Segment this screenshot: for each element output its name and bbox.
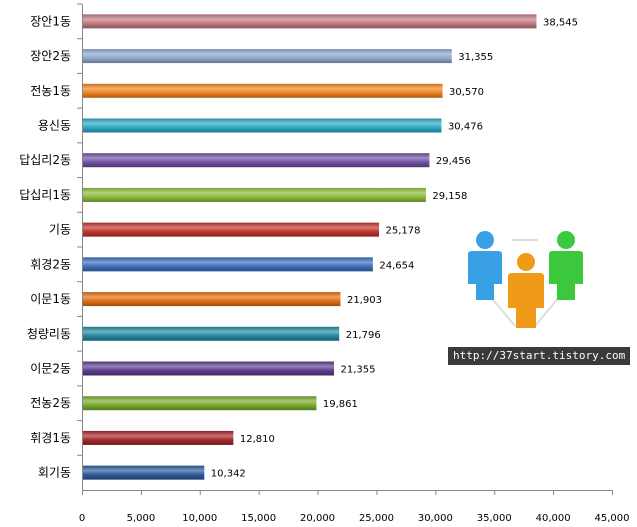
bar [82, 361, 335, 376]
category-label: 장안2동 [30, 49, 71, 63]
x-tick-label: 45,000 [595, 513, 630, 524]
category-label: 이문1동 [30, 292, 71, 306]
axis-layer: 0 5,000 10,000 15,000 20,000 25,000 30,000 35,0… [77, 3, 630, 524]
value-label: 38,545 [543, 17, 578, 28]
category-label: 장안1동 [30, 14, 71, 28]
bar [82, 326, 340, 341]
bar [82, 257, 373, 272]
category-label: 기동 [49, 223, 71, 237]
bar [82, 222, 380, 237]
bar [82, 292, 341, 307]
category-label: 용신동 [38, 119, 71, 133]
value-label: 29,158 [432, 191, 467, 202]
x-tick-label: 10,000 [182, 513, 217, 524]
person-blue-icon [468, 231, 502, 300]
people-group-icon [468, 231, 583, 328]
person-orange-icon [508, 253, 544, 328]
value-label: 21,355 [341, 365, 376, 376]
x-tick-label: 40,000 [536, 513, 571, 524]
value-label: 25,178 [386, 226, 421, 237]
bars-layer [82, 14, 537, 480]
category-label: 휘경2동 [30, 257, 71, 271]
category-label: 휘경1동 [30, 431, 71, 445]
value-label: 24,654 [379, 260, 414, 271]
value-label: 30,476 [448, 122, 483, 133]
x-tick-label: 30,000 [418, 513, 453, 524]
category-label: 답십리1동 [19, 188, 71, 202]
x-tick-label: 5,000 [127, 513, 156, 524]
value-label: 19,861 [323, 399, 358, 410]
category-label: 전농2동 [30, 396, 71, 410]
value-label: 10,342 [211, 469, 246, 480]
x-tick-label: 20,000 [300, 513, 335, 524]
x-tick-label: 35,000 [477, 513, 512, 524]
bar [82, 118, 442, 133]
value-label: 21,796 [346, 330, 381, 341]
value-label: 29,456 [436, 156, 471, 167]
bar [82, 430, 234, 445]
value-label: 30,570 [449, 87, 484, 98]
bar [82, 49, 452, 64]
bar [82, 153, 430, 168]
category-label: 답십리2동 [19, 153, 71, 167]
x-tick-label: 25,000 [359, 513, 394, 524]
value-label: 21,903 [347, 295, 382, 306]
category-label: 회기동 [38, 466, 71, 480]
bar [82, 14, 537, 29]
watermark-url: http://37start.tistory.com [448, 347, 631, 365]
x-tick-label: 15,000 [241, 513, 276, 524]
bar [82, 83, 443, 98]
x-tick-label: 0 [79, 513, 85, 524]
bar [82, 465, 205, 480]
category-label: 청량리동 [27, 327, 71, 341]
value-label: 12,810 [240, 434, 275, 445]
person-green-icon [549, 231, 583, 300]
labels-layer: 장안1동 38,545 장안2동 31,355 전농1동 30,570 용신동 30,476 답… [19, 14, 578, 479]
bar [82, 187, 426, 202]
bar [82, 396, 317, 411]
value-label: 31,355 [458, 52, 493, 63]
category-label: 이문2동 [30, 362, 71, 376]
category-label: 전농1동 [30, 84, 71, 98]
